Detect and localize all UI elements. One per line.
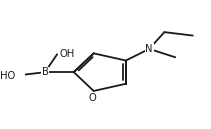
Text: HO: HO bbox=[0, 71, 15, 81]
Text: O: O bbox=[89, 93, 97, 103]
Text: OH: OH bbox=[59, 49, 74, 59]
Text: N: N bbox=[145, 44, 153, 54]
Text: B: B bbox=[42, 67, 48, 77]
